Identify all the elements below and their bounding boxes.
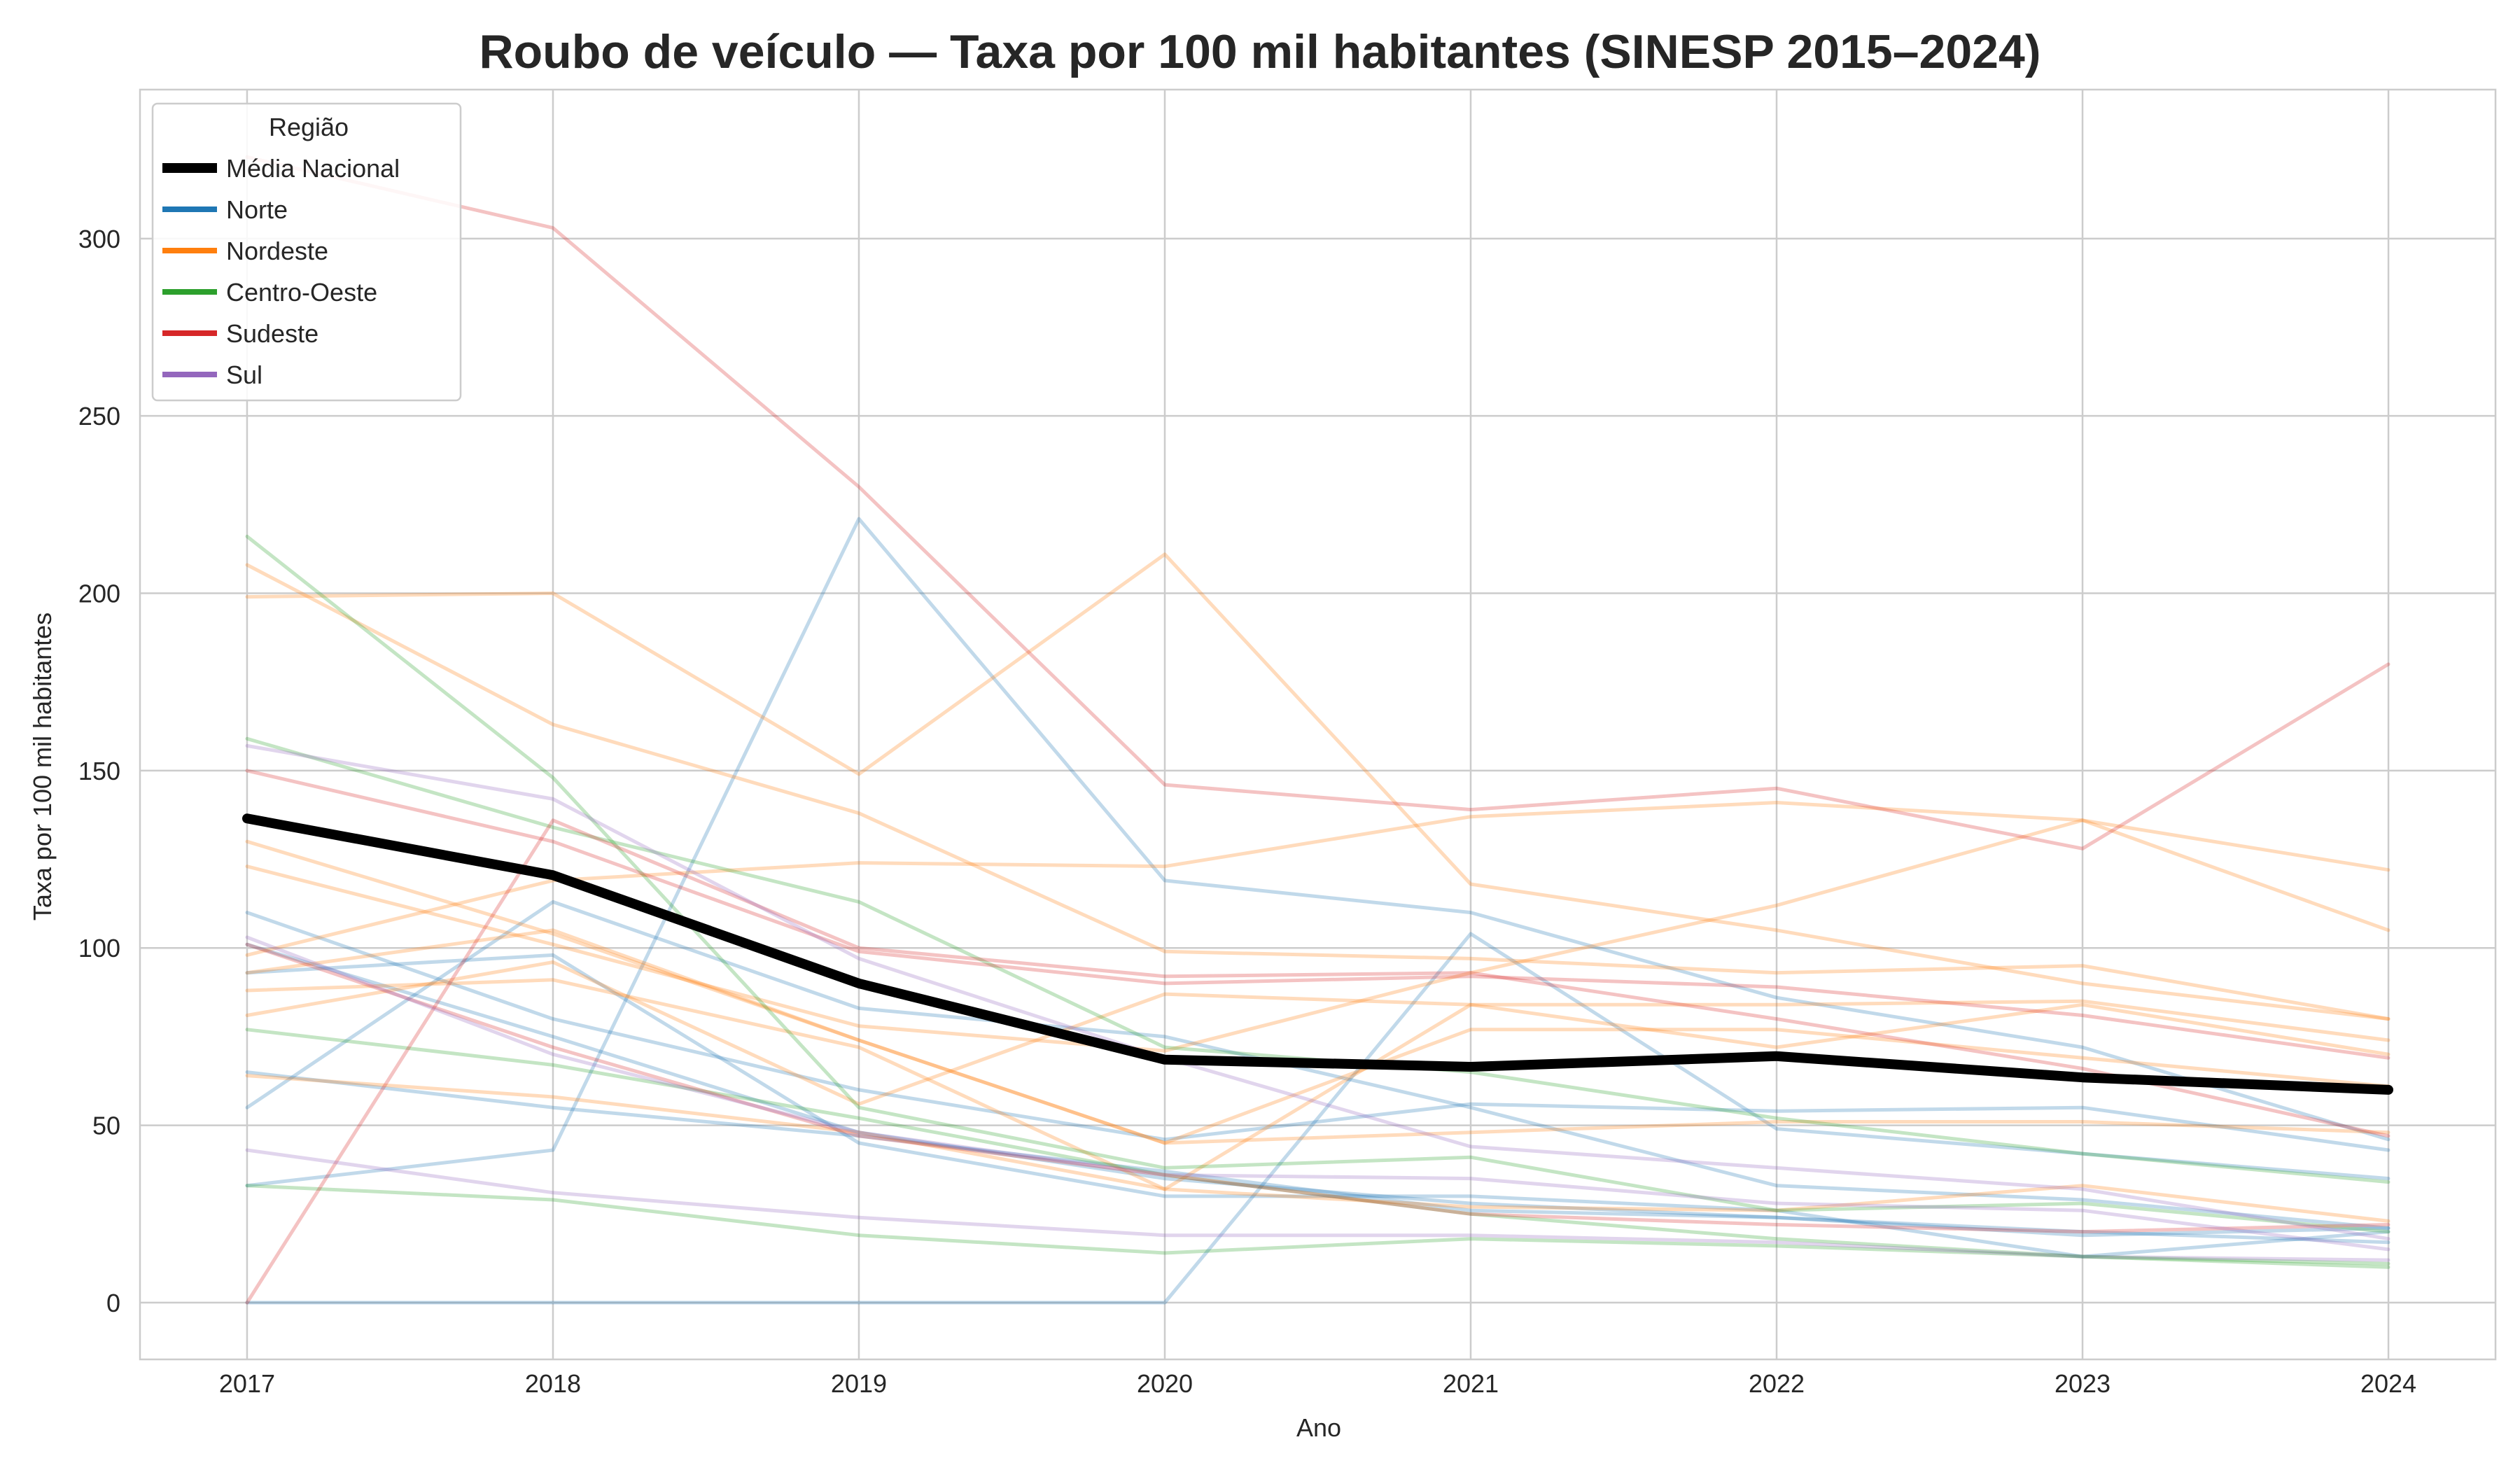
series-line-nordeste (245, 801, 2390, 957)
legend-label: Sul (226, 360, 262, 389)
series-line-norte (245, 899, 2390, 1230)
series-line-nordeste (245, 960, 2390, 1106)
x-tick-label: 2020 (1137, 1369, 1193, 1398)
series-line-norte (245, 911, 2390, 1152)
legend-title: Região (269, 113, 349, 141)
series-line-norte (245, 942, 2390, 1245)
y-tick-label: 250 (78, 402, 120, 430)
series-line-media-nacional (242, 813, 2393, 1095)
y-tick-label: 50 (92, 1112, 120, 1140)
plot-area-frame (139, 88, 2497, 1361)
series-line-centro-oeste (245, 1028, 2390, 1269)
x-tick-label: 2022 (1749, 1369, 1805, 1398)
y-tick-label: 300 (78, 225, 120, 253)
series-line-norte (245, 953, 2390, 1259)
series-line-nordeste (245, 552, 2390, 1021)
legend: Região Média Nacional Norte Nordeste Centro… (151, 102, 462, 402)
x-tick-label: 2024 (2360, 1369, 2416, 1398)
series-line-nordeste (245, 1074, 2390, 1223)
series-lines (242, 155, 2393, 1305)
series-line-sul (245, 1148, 2390, 1262)
series-line-norte (245, 517, 2390, 1188)
tick-labels: 2017 2018 2019 2020 2021 2022 2023 2024 0 50 100 15… (78, 225, 2416, 1398)
series-line-norte (245, 932, 2390, 1305)
y-tick-label: 0 (106, 1289, 120, 1317)
legend-label: Sudeste (226, 319, 318, 348)
series-line-nordeste (245, 839, 2390, 1145)
x-tick-label: 2021 (1443, 1369, 1499, 1398)
series-line-centro-oeste (245, 1184, 2390, 1266)
series-line-nordeste (245, 563, 2390, 1021)
y-tick-label: 150 (78, 757, 120, 785)
series-line-sudeste (245, 818, 2390, 1305)
legend-box (151, 102, 462, 402)
series-line-sul (245, 935, 2390, 1252)
x-tick-label: 2019 (831, 1369, 887, 1398)
x-tick-label: 2023 (2054, 1369, 2110, 1398)
series-line-sudeste (245, 942, 2390, 1234)
legend-label: Média Nacional (226, 154, 400, 183)
x-axis-label: Ano (1296, 1413, 1341, 1442)
legend-entries: Média Nacional Norte Nordeste Centro-Oeste S… (162, 154, 400, 389)
x-tick-label: 2018 (525, 1369, 581, 1398)
series-line-sudeste (245, 155, 2390, 850)
gridlines (140, 90, 2496, 1359)
x-tick-label: 2017 (219, 1369, 275, 1398)
y-axis-label: Taxa por 100 mil habitantes (28, 612, 57, 920)
series-line-nordeste (245, 928, 2390, 1145)
y-tick-label: 100 (78, 934, 120, 962)
series-line-nordeste (245, 818, 2390, 1053)
legend-label: Centro-Oeste (226, 278, 377, 307)
series-line-sul (245, 743, 2390, 1241)
legend-label: Norte (226, 195, 288, 224)
series-line-nordeste (245, 978, 2390, 1191)
legend-label: Nordeste (226, 237, 328, 265)
series-line-centro-oeste (245, 534, 2390, 1234)
chart-title: Roubo de veículo — Taxa por 100 mil habi… (479, 25, 2041, 78)
series-line-sudeste (245, 769, 2390, 1060)
y-tick-label: 200 (78, 580, 120, 608)
series-line-norte (245, 1070, 2390, 1238)
